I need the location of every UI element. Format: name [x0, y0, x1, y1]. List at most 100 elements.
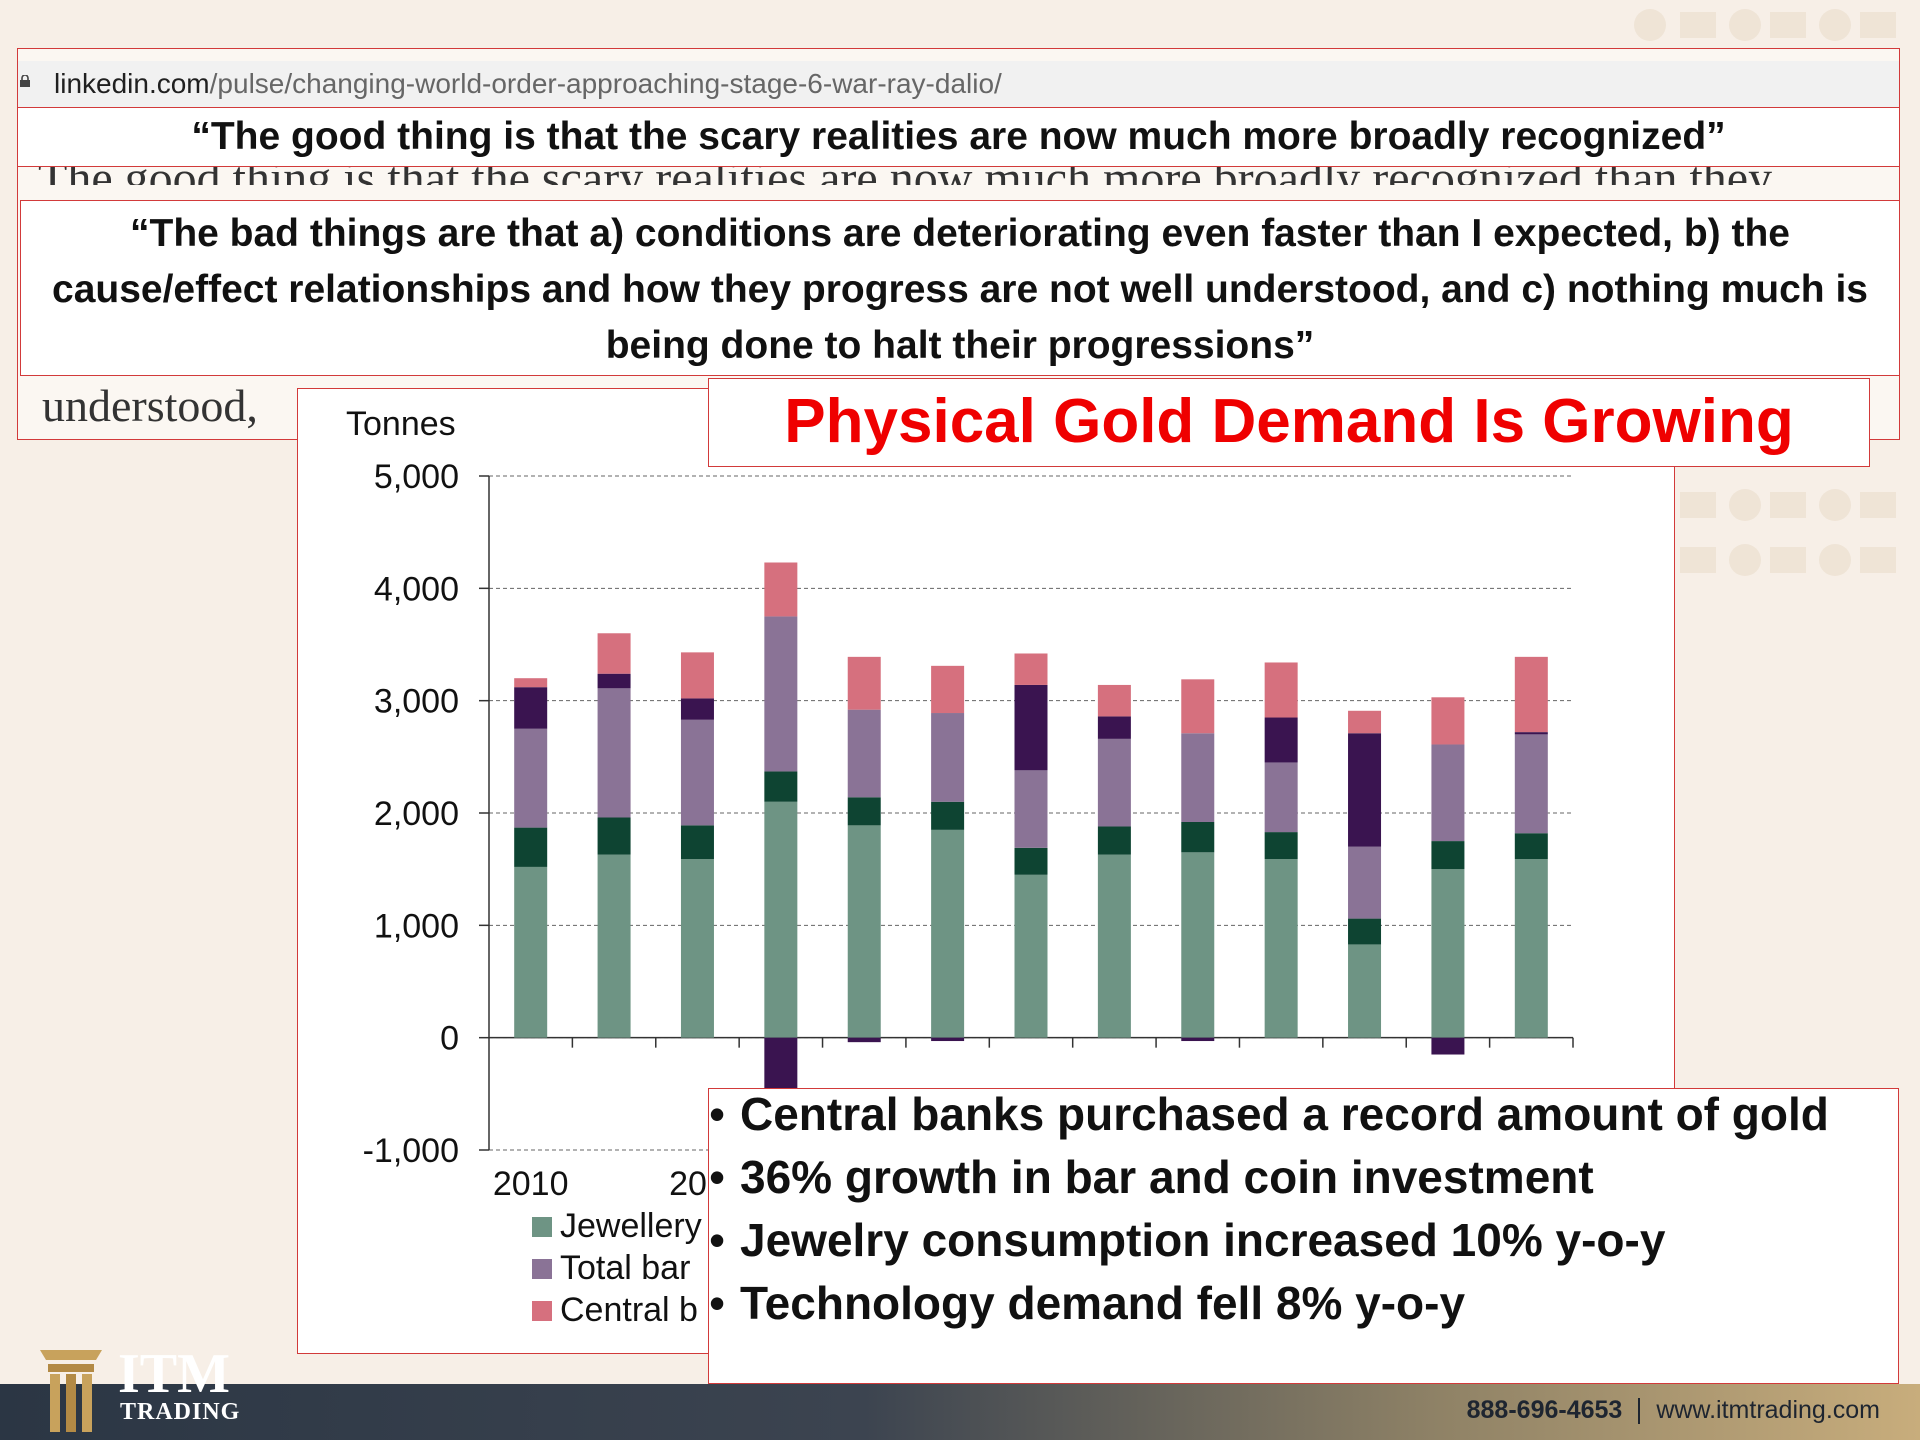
- website-link[interactable]: www.itmtrading.com: [1656, 1396, 1880, 1424]
- itm-logo-text: ITM: [118, 1343, 230, 1405]
- itm-pillar-icon: [40, 1350, 102, 1432]
- bullet-technology: Technology demand fell 8% y-o-y: [709, 1278, 1898, 1328]
- bar-segment: [1431, 869, 1465, 1038]
- bar-segment: [1181, 1037, 1215, 1042]
- chart-svg: -1,000 0 1,000 2,000 3,000 4,000 5,000 Tonnes 20…: [346, 405, 1574, 1329]
- bar-segment: [597, 854, 631, 1038]
- bar-segment: [514, 866, 548, 1038]
- key-points: Central banks purchased a record amount …: [708, 1088, 1899, 1384]
- bar-segment: [1348, 733, 1382, 847]
- bar-segment: [847, 825, 881, 1038]
- bar-segment: [847, 1037, 881, 1043]
- bar-segment: [1348, 944, 1382, 1038]
- bar-segment: [1514, 734, 1548, 834]
- bar-segment: [514, 728, 548, 828]
- bar-segment: [1348, 846, 1382, 919]
- article-background-text-2: understood,: [42, 380, 258, 431]
- footer-bar: [0, 1384, 1920, 1440]
- bar-segment: [1431, 1037, 1465, 1055]
- bar-segment: [764, 771, 798, 802]
- bar-segment: [764, 562, 798, 617]
- legend-swatch: [532, 1301, 552, 1321]
- y-tick-label: 5,000: [374, 458, 459, 496]
- bullet-central-banks: Central banks purchased a record amount …: [709, 1089, 1898, 1139]
- bar-segment: [680, 859, 714, 1038]
- bar-segment: [680, 652, 714, 699]
- bar-segment: [764, 616, 798, 772]
- bar-segment: [1181, 821, 1215, 853]
- quote-bad-things: “The bad things are that a) conditions a…: [20, 200, 1900, 376]
- bar-segment: [931, 829, 965, 1038]
- bar-segment: [680, 719, 714, 826]
- bar-segment: [597, 673, 631, 689]
- phone-number[interactable]: 888-696-4653: [1466, 1396, 1623, 1424]
- bar-segment: [1348, 710, 1382, 734]
- bar-segment: [1431, 744, 1465, 842]
- bar-segment: [597, 633, 631, 674]
- bullet-jewelry: Jewelry consumption increased 10% y-o-y: [709, 1215, 1898, 1265]
- bar-segment: [931, 1037, 965, 1042]
- bar-segment: [847, 656, 881, 710]
- legend-label: Total bar: [560, 1249, 690, 1287]
- bar-segment: [1264, 762, 1298, 833]
- bar-segment: [514, 687, 548, 729]
- bar-segment: [931, 801, 965, 830]
- y-axis-label: Tonnes: [346, 405, 456, 443]
- bar-segment: [1014, 847, 1048, 875]
- bar-segment: [1348, 918, 1382, 945]
- bar-segment: [1431, 841, 1465, 870]
- url-text: linkedin.com/pulse/changing-world-order-…: [54, 68, 1002, 99]
- bar-segment: [1514, 833, 1548, 860]
- bar-segment: [1014, 684, 1048, 771]
- bar-segment: [1514, 732, 1548, 735]
- bar-segment: [1097, 684, 1131, 717]
- headline: Physical Gold Demand Is Growing: [708, 378, 1870, 467]
- legend-swatch: [532, 1217, 552, 1237]
- bar-segment: [514, 678, 548, 688]
- bar-segment: [931, 665, 965, 714]
- quote-good-thing: “The good thing is that the scary realit…: [17, 107, 1900, 167]
- bar-segment: [764, 1037, 798, 1094]
- bar-segment: [680, 698, 714, 720]
- bar-segment: [1014, 770, 1048, 848]
- divider: [1638, 1398, 1641, 1425]
- bar-segment: [1181, 852, 1215, 1038]
- y-tick-label: -1,000: [363, 1132, 459, 1170]
- bar-segment: [764, 801, 798, 1038]
- bar-segment: [1431, 697, 1465, 745]
- y-tick-label: 1,000: [374, 907, 459, 945]
- contact-info: 888-696-4653 www.itmtrading.com: [1467, 1396, 1880, 1425]
- bar-segment: [597, 817, 631, 855]
- bar-segment: [514, 827, 548, 867]
- bar-segment: [1014, 874, 1048, 1038]
- y-tick-label: 2,000: [374, 795, 459, 833]
- bar-segment: [1097, 854, 1131, 1038]
- y-tick-label: 0: [440, 1020, 459, 1058]
- bar-segment: [1264, 717, 1298, 763]
- bar-segment: [1014, 653, 1048, 685]
- bar-segment: [847, 709, 881, 798]
- bar-segment: [1181, 679, 1215, 734]
- itm-logo-subtext: TRADING: [120, 1399, 241, 1425]
- bar-segment: [680, 825, 714, 860]
- x-tick-label: 2010: [493, 1165, 569, 1203]
- y-tick-label: 3,000: [374, 683, 459, 721]
- lock-icon: [20, 75, 30, 87]
- bar-segment: [1181, 733, 1215, 822]
- bullet-bar-coin: 36% growth in bar and coin investment: [709, 1152, 1898, 1202]
- bar-segment: [1264, 859, 1298, 1038]
- bar-segment: [1514, 656, 1548, 733]
- bar-segment: [847, 797, 881, 826]
- legend-label: Jewellery: [560, 1207, 702, 1245]
- bar-segment: [1097, 826, 1131, 855]
- bar-segment: [1097, 738, 1131, 827]
- legend-swatch: [532, 1259, 552, 1279]
- bar-segment: [1264, 832, 1298, 860]
- legend-label: Central b: [560, 1291, 698, 1329]
- bar-segment: [1264, 662, 1298, 718]
- bar-segment: [597, 688, 631, 818]
- y-tick-label: 4,000: [374, 570, 459, 608]
- bar-segment: [1097, 716, 1131, 739]
- bar-segment: [931, 713, 965, 802]
- address-bar[interactable]: linkedin.com/pulse/changing-world-order-…: [18, 61, 1899, 108]
